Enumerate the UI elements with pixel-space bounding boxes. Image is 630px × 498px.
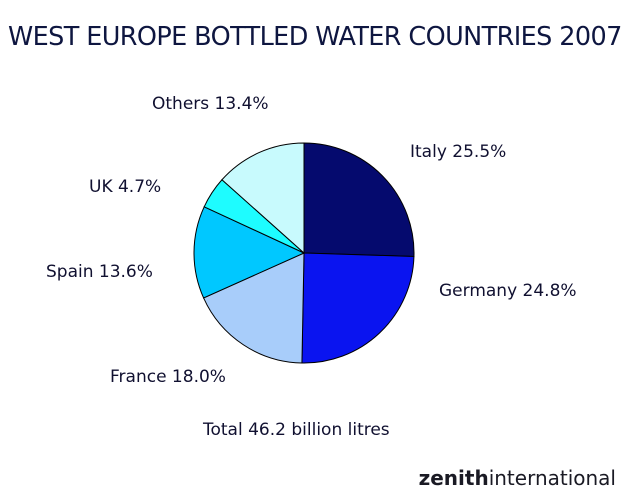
slice-label: Spain 13.6% xyxy=(46,262,153,282)
pie-slice xyxy=(202,252,305,364)
slice-label: UK 4.7% xyxy=(89,177,161,197)
slice-label: Italy 25.5% xyxy=(410,142,506,162)
pie-slice xyxy=(303,142,415,257)
brand-bold: zenith xyxy=(418,466,489,490)
slice-label: Germany 24.8% xyxy=(439,281,577,301)
pie-slice xyxy=(301,252,415,364)
slice-label: France 18.0% xyxy=(110,367,226,387)
pie-slice xyxy=(221,142,305,255)
pie-slice xyxy=(193,206,306,299)
chart-title: WEST EUROPE BOTTLED WATER COUNTRIES 2007 xyxy=(8,22,622,52)
brand-logo: zenithinternational xyxy=(419,466,616,490)
total-note: Total 46.2 billion litres xyxy=(203,420,390,440)
brand-rest: international xyxy=(488,466,616,490)
slice-label: Others 13.4% xyxy=(152,94,269,114)
